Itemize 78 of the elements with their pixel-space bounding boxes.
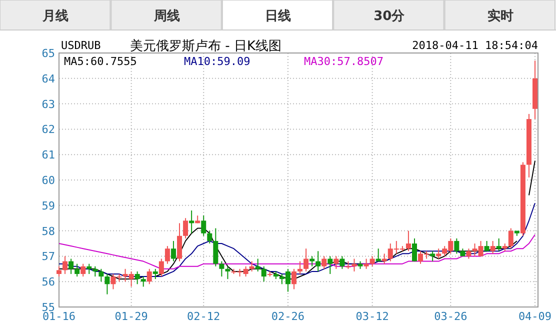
- y-tick-label: 65: [42, 47, 55, 60]
- candlestick: [201, 215, 206, 236]
- candlestick: [490, 240, 496, 254]
- candlestick: [340, 256, 345, 270]
- x-tick-label: 02-12: [187, 310, 220, 323]
- candlestick: [496, 238, 502, 252]
- candlestick: [98, 268, 104, 282]
- candlestick: [322, 256, 327, 270]
- candlestick: [328, 256, 333, 274]
- x-tick-label: 01-29: [114, 310, 148, 323]
- candlestick: [146, 268, 152, 285]
- y-tick-label: 56: [42, 276, 55, 289]
- x-tick-label: 04-09: [518, 310, 552, 323]
- candlestick: [62, 256, 68, 274]
- y-tick-label: 62: [42, 123, 55, 136]
- candlestick: [219, 260, 224, 278]
- candlestick: [74, 263, 80, 278]
- chart-title: 美元俄罗斯卢布 - 日K线图: [130, 38, 282, 54]
- candlestick: [158, 258, 164, 278]
- y-tick-label: 64: [42, 72, 56, 86]
- text: 月线: [42, 9, 69, 24]
- candlestick: [189, 210, 194, 234]
- candlestick: [183, 218, 188, 239]
- x-tick-label: 03-26: [434, 310, 468, 323]
- candlestick: [298, 260, 303, 274]
- candlestick: [80, 263, 86, 278]
- candlestick: [152, 268, 158, 280]
- candlestick: [104, 273, 110, 295]
- candlestick: [177, 222, 182, 262]
- candlestick: [56, 266, 62, 278]
- candlestick: [304, 248, 309, 272]
- candlestick: [213, 228, 218, 267]
- text: 实时: [487, 8, 514, 24]
- candlestick: [261, 266, 266, 282]
- text: 日线: [265, 9, 291, 24]
- text: 周线: [152, 9, 180, 24]
- candlestick: [352, 258, 357, 272]
- candlestick: [170, 240, 176, 262]
- y-tick-label: 58: [42, 224, 55, 238]
- y-tick-label: 60: [42, 174, 55, 187]
- candlestick: [140, 276, 146, 288]
- candlestick: [225, 266, 230, 280]
- y-tick-label: 61: [42, 148, 55, 162]
- candlestick: [376, 248, 381, 262]
- candlestick: [382, 253, 387, 264]
- x-tick-label: 01-16: [42, 310, 76, 323]
- candlestick: [430, 250, 436, 262]
- chart-subtitle: USDRUB: [61, 39, 102, 52]
- candlestick: [436, 248, 442, 260]
- candlestick: [86, 263, 92, 274]
- candlestick: [364, 258, 369, 270]
- text: MA5:60.7555: [64, 55, 137, 68]
- candlestick: [134, 270, 140, 285]
- y-tick-label: 57: [42, 250, 55, 264]
- y-tick-label: 59: [42, 199, 55, 212]
- candlestick: [68, 258, 74, 274]
- candlestick: [207, 230, 212, 244]
- text: MA10:59.09: [184, 55, 250, 68]
- candlestick: [466, 248, 472, 260]
- candlestick: [370, 256, 375, 267]
- y-tick-label: 63: [42, 98, 55, 111]
- candlestick: [412, 238, 417, 262]
- candlestick: [255, 258, 260, 272]
- x-tick-label: 02-26: [271, 310, 305, 323]
- candlestick: [164, 246, 170, 264]
- text: 30分: [374, 9, 406, 24]
- candlestick: [406, 230, 411, 252]
- candlestick: [508, 228, 514, 250]
- candlestick: [249, 260, 254, 272]
- candlestick: [291, 268, 296, 290]
- candlestick: [92, 266, 98, 278]
- text: MA30:57.8507: [304, 55, 384, 68]
- candlestick: [310, 256, 315, 267]
- text: 2018-04-11 18:54:04: [412, 39, 538, 52]
- candlestick: [316, 250, 321, 272]
- candlestick: [454, 238, 460, 254]
- x-tick-label: 03-12: [356, 310, 389, 323]
- candlestick: [334, 256, 339, 270]
